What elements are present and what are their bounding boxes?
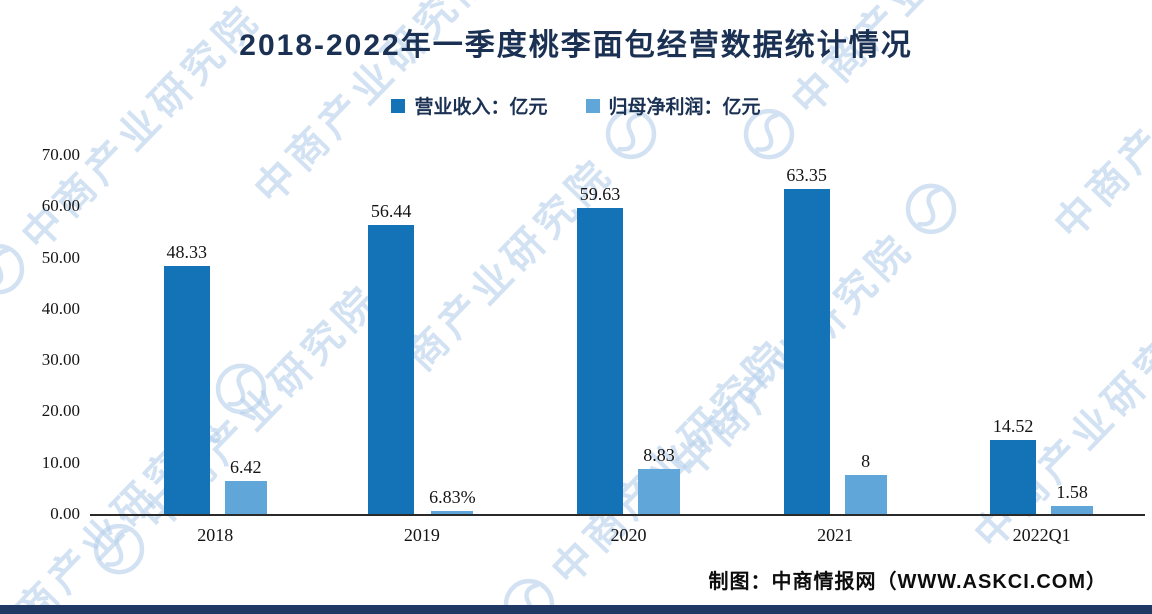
y-axis-label-20.00: 20.00 (41, 401, 80, 421)
x-axis-label-2021: 2021 (817, 525, 854, 545)
revenue-value-label-2021: 63.35 (786, 165, 827, 186)
profit-value-label-2020: 8.83 (643, 444, 675, 465)
profit-value-label-2022Q1: 1.58 (1056, 481, 1088, 502)
revenue-bar-2022Q1 (990, 439, 1037, 514)
y-axis-label-50.00: 50.00 (41, 247, 80, 267)
legend-label-profit: 归母净利润：亿元 (608, 97, 761, 118)
y-axis-label-70.00: 70.00 (41, 145, 80, 164)
profit-bar-2022Q1 (1051, 505, 1094, 514)
revenue-bar-2020 (576, 208, 623, 514)
source-credit: 制图：中商情报网（WWW.ASKCI.COM） (708, 571, 1107, 593)
profit-value-label-2021: 8 (861, 451, 871, 472)
legend-label-revenue: 营业收入：亿元 (414, 97, 548, 118)
profit-bar-wrap-2022Q1: 1.58 (1051, 481, 1094, 514)
legend: 营业收入：亿元 归母净利润：亿元 (0, 92, 1152, 119)
profit-bar-2018 (224, 481, 267, 514)
y-axis-label-60.00: 60.00 (41, 196, 80, 216)
chart-title: 2018-2022年一季度桃李面包经营数据统计情况 (239, 29, 913, 62)
profit-bar-2020 (637, 468, 680, 514)
revenue-value-label-2019: 56.44 (370, 200, 412, 221)
profit-bar-2019 (431, 511, 474, 514)
x-axis-label-2019: 2019 (403, 525, 440, 545)
revenue-bar-wrap-2018: 48.33 (163, 242, 210, 514)
bar-group-2021: 63.35 8 (732, 155, 939, 514)
plot: 48.33 6.42 56.44 6.83% 59.63 8.83 63.35 8 14.52 1… (90, 155, 1145, 516)
revenue-value-label-2022Q1: 14.52 (992, 415, 1034, 436)
revenue-bar-wrap-2022Q1: 14.52 (990, 415, 1037, 514)
profit-bar-wrap-2020: 8.83 (637, 444, 680, 514)
profit-bar-wrap-2019: 6.83% (429, 487, 476, 514)
x-axis-label-2022Q1: 2022Q1 (1012, 525, 1071, 545)
bar-group-2019: 56.44 6.83% (319, 155, 526, 514)
y-axis-label-40.00: 40.00 (41, 298, 80, 318)
profit-value-label-2018: 6.42 (230, 457, 262, 478)
profit-value-label-2019: 6.83% (429, 487, 476, 508)
profit-bar-wrap-2021: 8 (844, 451, 887, 514)
bar-group-2020: 59.63 8.83 (525, 155, 732, 514)
bar-group-2018: 48.33 6.42 (112, 155, 319, 514)
legend-swatch-profit (585, 98, 600, 113)
bottom-strip (0, 605, 1152, 614)
legend-swatch-revenue (391, 98, 406, 113)
profit-bar-wrap-2018: 6.42 (224, 457, 267, 514)
x-axis-label-2018: 2018 (197, 525, 234, 545)
y-axis-label-30.00: 30.00 (41, 350, 80, 370)
revenue-bar-wrap-2019: 56.44 (368, 200, 415, 514)
revenue-bar-2018 (163, 266, 210, 514)
plot-area: 70.00 60.00 50.00 40.00 30.00 20.00 10.00 0.00 … (42, 145, 1145, 546)
x-axis: 2018 2019 2020 2021 2022Q1 (90, 525, 1145, 546)
legend-item-profit: 归母净利润：亿元 (585, 92, 761, 119)
revenue-bar-2021 (783, 189, 830, 514)
y-axis-label-0.00: 0.00 (50, 504, 80, 523)
profit-bar-2021 (844, 475, 887, 514)
x-axis-label-2020: 2020 (610, 525, 647, 545)
legend-item-revenue: 营业收入：亿元 (391, 92, 548, 119)
revenue-value-label-2018: 48.33 (166, 242, 208, 263)
revenue-value-label-2020: 59.63 (579, 184, 621, 205)
revenue-bar-wrap-2020: 59.63 (576, 184, 623, 514)
revenue-bar-wrap-2021: 63.35 (783, 165, 830, 514)
revenue-bar-2019 (368, 224, 415, 514)
y-axis: 70.00 60.00 50.00 40.00 30.00 20.00 10.00 0.00 (4, 145, 80, 546)
y-axis-label-10.00: 10.00 (41, 452, 80, 472)
bar-group-2022Q1: 14.52 1.58 (938, 155, 1145, 514)
